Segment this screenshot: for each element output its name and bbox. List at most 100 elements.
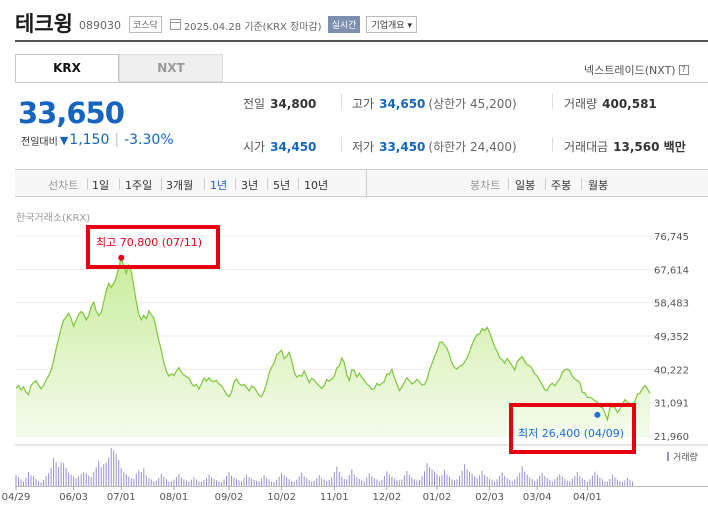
period-divider [508,178,509,190]
y-tick-label: 40,222 [654,365,689,376]
candle-weekly[interactable]: 주봉 [551,179,572,192]
stat-value: 13,560 백만 [613,140,686,154]
period-divider [161,178,162,190]
upper-limit: (상한가 45,200) [428,97,517,111]
change-label: 전일대비 [21,136,58,148]
stat-divider [341,94,342,109]
volume-legend-label: 거래량 [673,451,698,463]
x-tick-label: 11/01 [320,492,349,503]
chart-source: 한국거래소(KRX) [16,213,91,224]
period-divider [545,178,546,190]
chevron-down-icon: ▾ [407,21,412,31]
stat-label: 전일 [243,97,266,111]
tab-nxt[interactable]: NXT [119,54,223,82]
stat-prev-close: 전일 34,800 [243,95,316,112]
company-info-button[interactable]: 기업개요 ▾ [366,16,417,33]
price-change: 전일대비 ▼ 1,150 | -3.30% [21,132,174,148]
period-divider [581,178,582,190]
low-marker [594,411,601,418]
period-divider [267,178,268,190]
date-text: 2025.04.28 기준(KRX 장마감) [183,21,322,33]
stock-header: 테크윙 089030 코스닥 2025.04.28 기준(KRX 장마감) 실시… [15,8,417,38]
stat-label: 고가 [352,97,375,111]
period-3y[interactable]: 3년 [241,179,259,192]
stat-divider [552,94,553,109]
period-divider [298,178,299,190]
candle-daily[interactable]: 일봉 [515,179,536,192]
lower-limit: (하한가 24,400) [428,140,517,154]
stat-label: 거래량 [564,97,598,111]
period-5y[interactable]: 5년 [273,179,291,192]
exchange-tabs: KRX NXT [15,54,223,82]
y-tick-label: 76,745 [654,232,689,243]
down-triangle-icon: ▼ [59,133,69,147]
stat-open: 시가 34,450 [243,138,316,155]
stock-name: 테크윙 [15,12,73,36]
nxt-link[interactable]: 넥스트레이드(NXT) ? [584,62,689,78]
change-separator: | [114,132,120,148]
low-annotation: 최저 26,400 (04/09) [518,427,624,440]
stat-value: 34,450 [270,140,317,154]
stat-divider [341,137,342,152]
period-1w[interactable]: 1주일 [125,179,153,192]
period-divider [204,178,205,190]
x-tick-label: 09/02 [215,492,244,503]
stat-low: 저가 33,450 (하한가 24,400) [352,138,517,155]
price-area [16,257,650,436]
tab-divider [15,82,708,83]
stat-label: 시가 [243,140,266,154]
x-tick-label: 04/01 [573,492,602,503]
period-divider [235,178,236,190]
x-tick-label: 01/02 [423,492,452,503]
header-divider [15,40,708,42]
x-tick-label: 03/04 [523,492,552,503]
period-1y[interactable]: 1년 [210,179,228,192]
help-icon[interactable]: ? [678,65,689,75]
x-tick-label: 02/03 [475,492,504,503]
stat-value: 34,800 [270,97,317,111]
volume-legend-swatch [667,452,669,461]
candle-monthly[interactable]: 월봉 [588,179,609,192]
y-tick-label: 58,483 [654,299,689,310]
period-bar: 선차트 1일 1주일 3개월 1년 3년 5년 10년 봉차트 일봉 주봉 월봉 [15,169,708,198]
x-tick-label: 08/01 [159,492,188,503]
stat-label: 거래대금 [564,140,609,154]
period-10y[interactable]: 10년 [304,179,329,192]
tab-krx[interactable]: KRX [15,54,119,82]
stat-volume: 거래량 400,581 [564,95,657,112]
x-tick-label: 10/02 [267,492,296,503]
stat-value: 33,450 [379,140,426,154]
y-tick-label: 31,091 [654,399,689,410]
calendar-icon [169,19,181,30]
line-chart-label: 선차트 [48,179,79,192]
stat-high: 고가 34,650 (상한가 45,200) [352,95,517,112]
stat-amount: 거래대금 13,560 백만 [564,138,686,155]
period-3m[interactable]: 3개월 [166,179,194,192]
stat-divider [552,137,553,152]
high-highlight-box [86,225,220,269]
section-divider [366,170,367,198]
y-tick-label: 67,614 [654,265,689,276]
low-highlight-box [509,403,636,454]
x-tick-label: 12/02 [372,492,401,503]
candle-chart-label: 봉차트 [470,179,501,192]
stat-value: 34,650 [379,97,426,111]
period-divider [119,178,120,190]
period-1d[interactable]: 1일 [92,179,110,192]
x-tick-label: 06/03 [59,492,88,503]
y-tick-label: 21,960 [654,432,689,443]
realtime-badge[interactable]: 실시간 [327,16,361,33]
change-percent: -3.30% [124,132,174,148]
high-annotation: 최고 70,800 (07/11) [96,236,202,249]
market-badge: 코스닥 [128,16,162,33]
stat-label: 저가 [352,140,375,154]
x-tick-label: 04/29 [2,492,31,503]
period-divider [87,178,88,190]
y-tick-label: 49,352 [654,332,689,343]
company-info-label: 기업개요 [371,21,405,31]
nxt-link-label: 넥스트레이드(NXT) [584,64,676,77]
high-marker [118,254,125,261]
stock-code: 089030 [78,19,121,32]
current-price: 33,650 [18,96,125,130]
